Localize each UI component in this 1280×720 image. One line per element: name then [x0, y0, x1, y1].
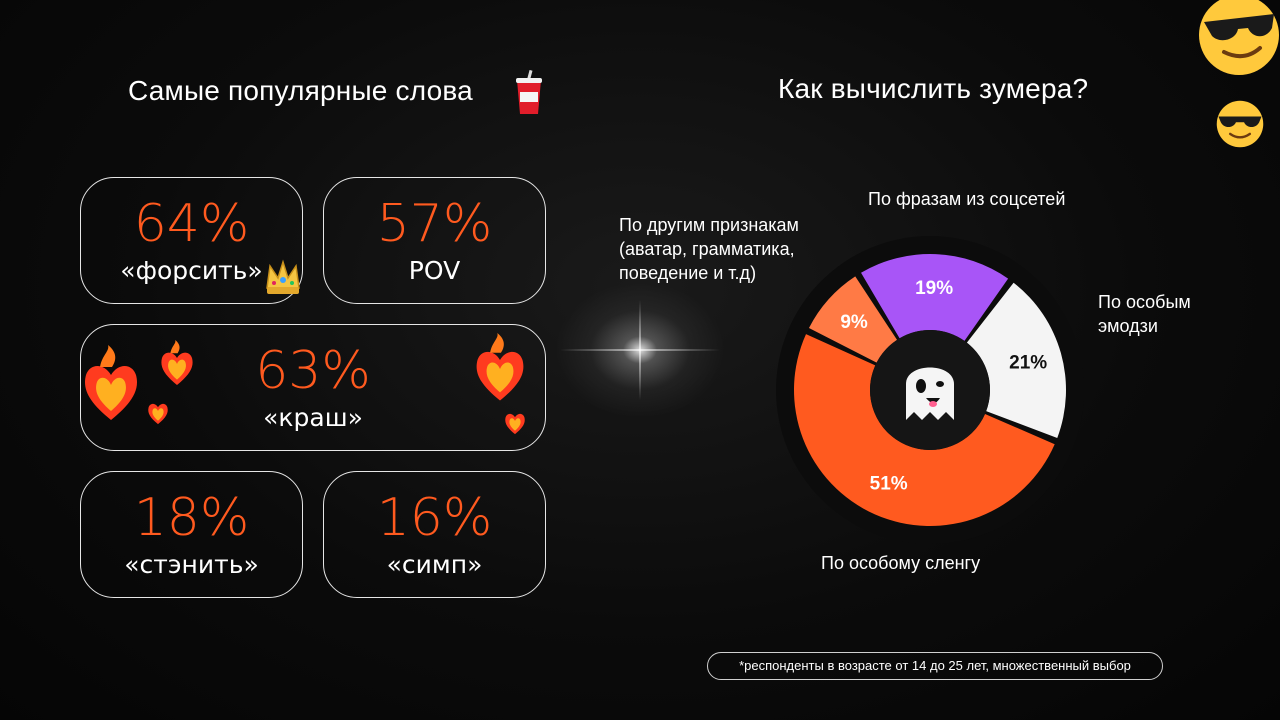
- fire-heart-icon: [476, 333, 524, 401]
- card-percent: 16%: [376, 488, 493, 548]
- label-other-line: (аватар, грамматика,: [619, 239, 795, 259]
- word-card-forsit: 64% «форсить»: [80, 177, 303, 304]
- card-word: POV: [408, 256, 461, 285]
- donut-slice-label: 51%: [870, 473, 908, 494]
- label-other-line: поведение и т.д): [619, 263, 757, 283]
- card-word: «стэнить»: [124, 550, 259, 579]
- donut-chart: 19% 21% 51% 9%: [776, 236, 1084, 544]
- sunglasses-face-icon: [1199, 0, 1279, 75]
- label-emoji-line: эмодзи: [1098, 316, 1158, 336]
- left-title: Самые популярные слова: [128, 75, 473, 106]
- fire-heart-icon: [505, 413, 525, 435]
- donut-slice: [861, 254, 1009, 341]
- card-percent: 64%: [133, 194, 250, 254]
- label-other: По другим признакам (аватар, грамматика,…: [619, 213, 839, 285]
- footnote: *респонденты в возрасте от 14 до 25 лет,…: [707, 652, 1163, 680]
- donut-slice-label: 19%: [915, 278, 953, 299]
- label-slang: По особому сленгу: [821, 553, 981, 573]
- label-other-line: По другим признакам: [619, 215, 799, 235]
- label-emoji: По особым эмодзи: [1098, 290, 1238, 338]
- right-title: Как вычислить зумера?: [778, 73, 1089, 104]
- fire-heart-icon: [148, 403, 168, 425]
- donut-slice: [966, 282, 1066, 438]
- sunglasses-face-icon: [1216, 100, 1264, 148]
- donut-slice: [808, 276, 898, 363]
- donut-slice: [794, 334, 1055, 526]
- label-social: По фразам из соцсетей: [868, 189, 1066, 209]
- card-word: «форсить»: [120, 256, 263, 285]
- card-percent: 57%: [376, 194, 493, 254]
- word-card-krash: 63% «краш»: [80, 324, 546, 451]
- card-word: «краш»: [263, 403, 363, 432]
- donut-slice-label: 21%: [1009, 352, 1047, 373]
- card-percent: 18%: [133, 488, 250, 548]
- card-percent: 63%: [255, 341, 371, 401]
- word-card-pov: 57% POV: [323, 177, 546, 304]
- fire-heart-icon: [161, 340, 193, 385]
- word-card-stenit: 18% «стэнить»: [80, 471, 303, 598]
- card-word: «симп»: [386, 550, 483, 579]
- label-emoji-line: По особым: [1098, 292, 1191, 312]
- crown-icon: [266, 259, 300, 294]
- word-card-simp: 16% «симп»: [323, 471, 546, 598]
- fire-heart-icon: [85, 345, 137, 420]
- light-flare-ray: [639, 300, 641, 400]
- soda-cup-icon: [516, 70, 542, 114]
- ghost-icon: [906, 367, 954, 420]
- donut-slice-label: 9%: [840, 312, 868, 333]
